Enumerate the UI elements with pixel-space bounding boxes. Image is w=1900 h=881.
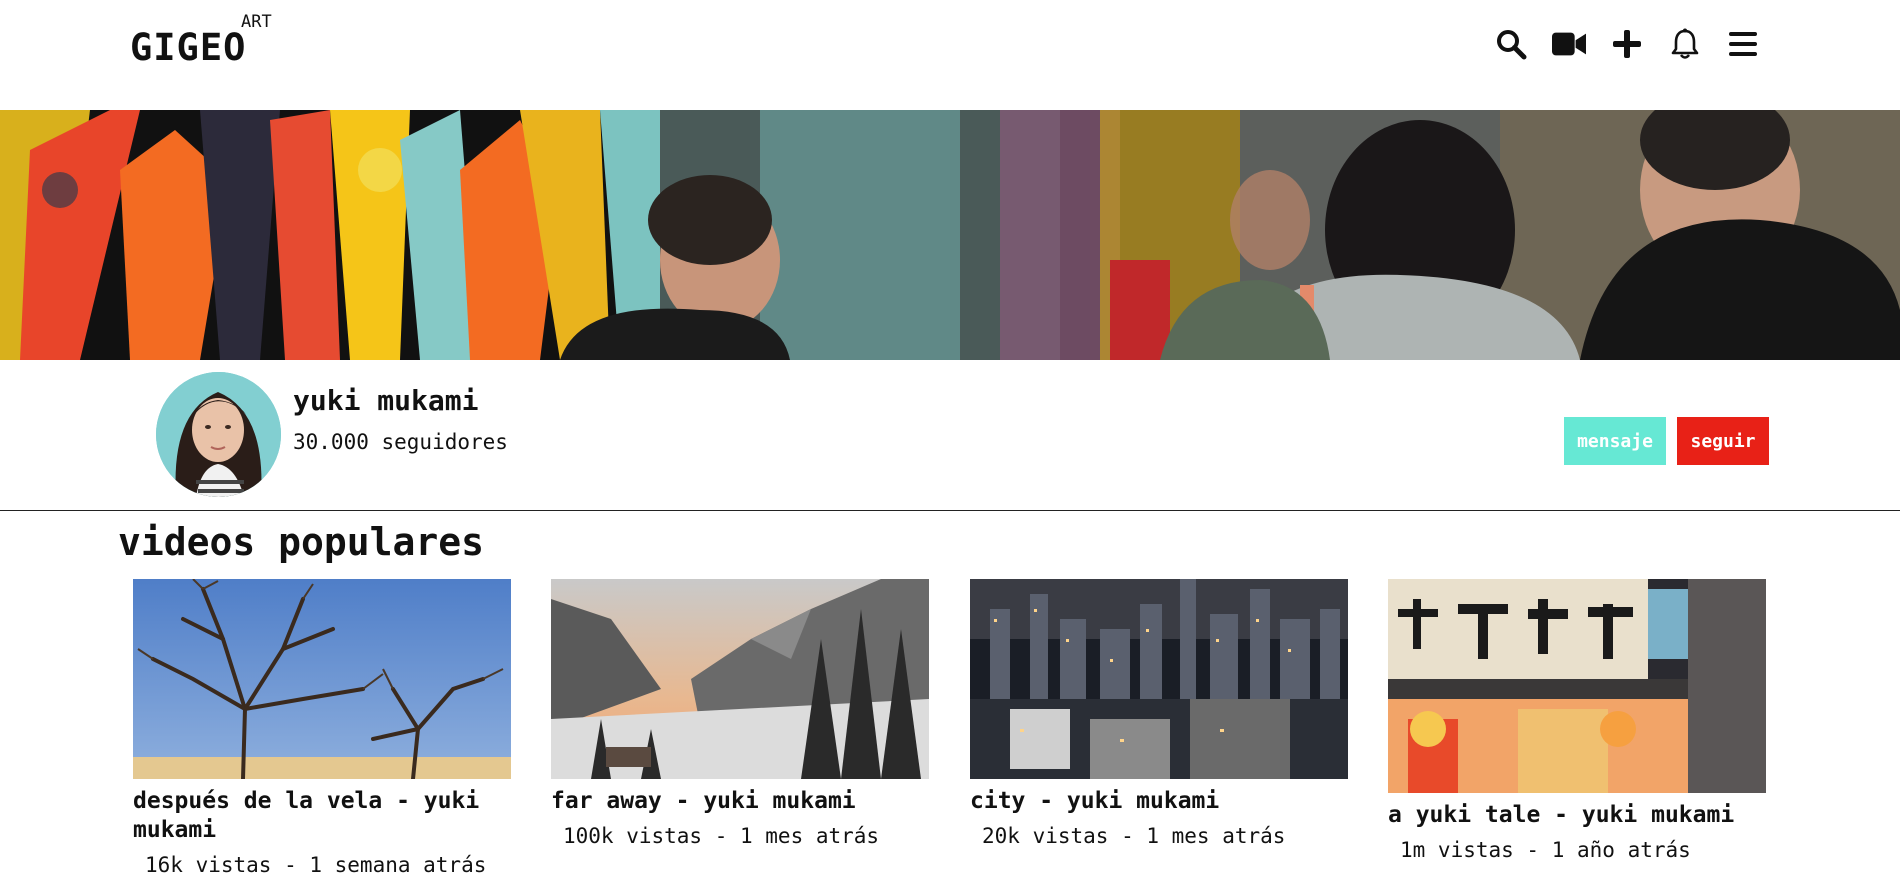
video-meta: 20k vistas - 1 mes atrás (982, 824, 1286, 848)
profile-section: yuki mukami 30.000 seguidores mensaje se… (0, 360, 1900, 511)
top-header: GIGEO ART (0, 0, 1900, 110)
video-meta: 16k vistas - 1 semana atrás (145, 853, 487, 877)
video-card[interactable]: a yuki tale - yuki mukami 1m vistas - 1 … (1388, 579, 1766, 862)
plus-icon[interactable] (1610, 26, 1644, 62)
video-title[interactable]: city - yuki mukami (970, 788, 1220, 814)
video-card[interactable]: city - yuki mukami 20k vistas - 1 mes at… (970, 579, 1348, 848)
video-thumbnail[interactable] (970, 579, 1348, 779)
video-thumbnail[interactable] (1388, 579, 1766, 793)
search-icon[interactable] (1494, 26, 1528, 62)
video-thumbnail[interactable] (133, 579, 511, 779)
follower-count: 30.000 seguidores (293, 430, 508, 454)
logo-superscript: ART (241, 12, 272, 32)
header-icons (1494, 26, 1760, 62)
video-title[interactable]: far away - yuki mukami (551, 788, 856, 814)
video-thumbnail[interactable] (551, 579, 929, 779)
follow-button[interactable]: seguir (1677, 417, 1769, 465)
message-button[interactable]: mensaje (1564, 417, 1666, 465)
avatar[interactable] (156, 372, 281, 497)
video-camera-icon[interactable] (1552, 26, 1586, 62)
section-title: videos populares (118, 520, 485, 564)
profile-banner-image (0, 110, 1900, 360)
video-meta: 1m vistas - 1 año atrás (1400, 838, 1691, 862)
video-card[interactable]: far away - yuki mukami 100k vistas - 1 m… (551, 579, 929, 848)
video-card[interactable]: después de la vela - yuki mukami 16k vis… (133, 579, 511, 877)
menu-icon[interactable] (1726, 26, 1760, 62)
logo[interactable]: GIGEO (130, 26, 247, 69)
video-title[interactable]: a yuki tale - yuki mukami (1388, 802, 1735, 828)
video-title[interactable]: después de la vela - yuki mukami (133, 788, 480, 843)
video-meta: 100k vistas - 1 mes atrás (563, 824, 880, 848)
bell-icon[interactable] (1668, 26, 1702, 62)
user-name: yuki mukami (293, 384, 479, 417)
